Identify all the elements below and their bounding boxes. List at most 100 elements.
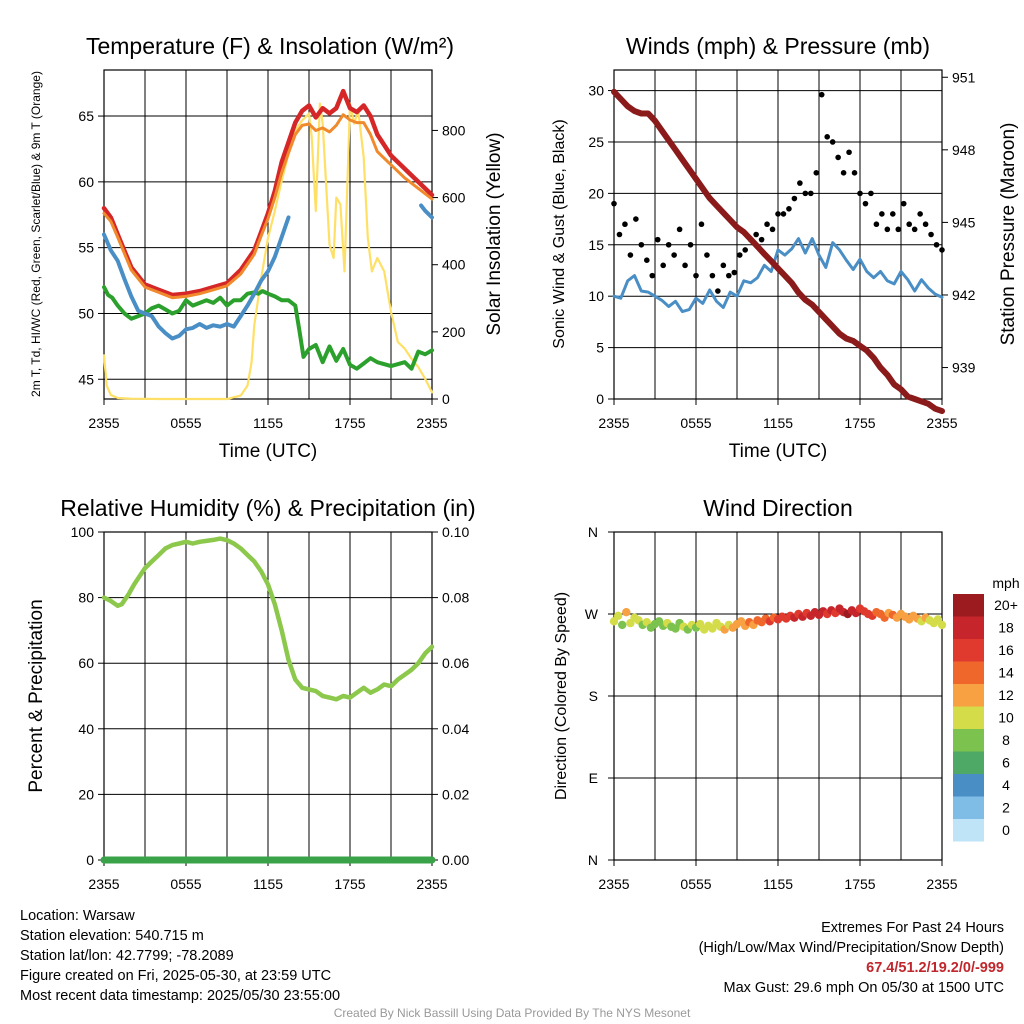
gust-point bbox=[682, 262, 688, 269]
colorbar-swatch bbox=[953, 751, 984, 774]
gust-point bbox=[736, 252, 743, 258]
y-tick-label: S bbox=[589, 688, 598, 704]
windchill-line-late bbox=[419, 203, 434, 220]
y-tick-label: 0 bbox=[596, 391, 604, 407]
gust-point bbox=[917, 211, 923, 217]
colorbar-label: 12 bbox=[998, 687, 1014, 703]
gust-point bbox=[775, 211, 781, 217]
y-axis-label: Percent & Precipitation bbox=[26, 599, 47, 792]
x-tick-label: 0555 bbox=[170, 415, 201, 431]
plot-1-title: Winds (mph) & Pressure (mb) bbox=[626, 33, 930, 59]
latlon-text: Station lat/lon: 42.7799; -78.2089 bbox=[20, 948, 234, 964]
elevation-text: Station elevation: 540.715 m bbox=[20, 928, 204, 944]
y-axis-label: 2m T, Td, HI/WC (Red, Green, Scarlet/Blu… bbox=[29, 71, 43, 397]
colorbar-label: 16 bbox=[998, 642, 1014, 658]
y2-tick-label: 942 bbox=[952, 287, 976, 303]
colorbar-label: 14 bbox=[998, 665, 1014, 681]
humidity-line bbox=[101, 536, 435, 702]
colorbar-label: 0 bbox=[1002, 822, 1010, 838]
y-tick-label: W bbox=[585, 606, 599, 622]
gust-point bbox=[638, 241, 645, 248]
gust-point bbox=[616, 231, 623, 238]
y-tick-label: 45 bbox=[78, 371, 94, 387]
extremes-info: Extremes For Past 24 Hours (High/Low/Max… bbox=[699, 918, 1004, 998]
gust-point bbox=[911, 226, 918, 233]
colorbar-swatch bbox=[953, 639, 984, 662]
gust-point bbox=[753, 231, 759, 238]
gust-point bbox=[780, 211, 787, 217]
y-tick-label: 40 bbox=[78, 721, 94, 737]
y-tick-label: 25 bbox=[588, 134, 604, 150]
direction-point bbox=[937, 620, 947, 630]
windchill-line bbox=[102, 215, 291, 341]
temperature-line bbox=[101, 88, 435, 298]
colorbar-label: 18 bbox=[998, 620, 1014, 636]
y2-tick-label: 0.04 bbox=[442, 721, 469, 737]
gust-point bbox=[726, 272, 732, 279]
x-tick-label: 1755 bbox=[844, 415, 875, 431]
y-axis-label: Direction (Colored By Speed) bbox=[553, 592, 570, 800]
dewpoint-line bbox=[102, 285, 434, 371]
y-tick-label: 100 bbox=[71, 524, 95, 540]
station-info: Location: Warsaw Station elevation: 540.… bbox=[20, 906, 340, 1006]
y-tick-label: E bbox=[589, 770, 598, 786]
colorbar-swatch bbox=[953, 684, 984, 707]
gust-point bbox=[884, 226, 891, 233]
location-text: Location: Warsaw bbox=[20, 908, 135, 924]
gust-point bbox=[802, 190, 809, 197]
gust-point bbox=[846, 149, 852, 156]
gust-point bbox=[769, 226, 776, 233]
gust-point bbox=[665, 241, 672, 248]
gust-point bbox=[933, 241, 940, 248]
y-tick-label: 60 bbox=[78, 655, 94, 671]
gust-point bbox=[879, 211, 885, 217]
gust-point bbox=[922, 221, 929, 228]
y-tick-label: 30 bbox=[588, 83, 604, 99]
plot-2-title: Relative Humidity (%) & Precipitation (i… bbox=[60, 495, 475, 521]
y-tick-label: 0 bbox=[86, 852, 94, 868]
y2-axis-label: Solar Insolation (Yellow) bbox=[484, 132, 505, 335]
colorbar-swatch bbox=[953, 706, 984, 729]
colorbar-label: 4 bbox=[1002, 777, 1010, 793]
gust-point bbox=[873, 221, 880, 228]
gust-point bbox=[720, 262, 727, 269]
gust-point bbox=[808, 190, 814, 197]
gust-point bbox=[928, 231, 934, 238]
y-tick-label: 15 bbox=[588, 237, 604, 253]
x-tick-label: 2355 bbox=[88, 876, 119, 892]
x-axis-label: Time (UTC) bbox=[219, 441, 318, 462]
gust-point bbox=[857, 190, 863, 197]
y-tick-label: 80 bbox=[78, 590, 94, 606]
gust-point bbox=[654, 236, 661, 243]
colorbar-label: 8 bbox=[1002, 732, 1010, 748]
colorbar-label: 20+ bbox=[994, 597, 1018, 613]
extremes-title: Extremes For Past 24 Hours bbox=[821, 920, 1004, 936]
gust-point bbox=[627, 252, 634, 258]
x-tick-label: 2355 bbox=[598, 415, 629, 431]
gust-point bbox=[890, 211, 896, 217]
gust-point bbox=[829, 139, 836, 145]
y-tick-label: 10 bbox=[588, 288, 604, 304]
gust-point bbox=[731, 269, 738, 276]
y2-tick-label: 200 bbox=[442, 324, 466, 340]
colorbar-swatch bbox=[953, 616, 984, 639]
gust-point bbox=[633, 216, 639, 222]
colorbar-label: 6 bbox=[1002, 755, 1010, 771]
x-tick-label: 2355 bbox=[598, 876, 629, 892]
colorbar-label: 2 bbox=[1002, 800, 1010, 816]
gust-point bbox=[813, 170, 820, 176]
x-tick-label: 1755 bbox=[844, 876, 875, 892]
gust-point bbox=[758, 236, 765, 243]
pressure-line bbox=[611, 88, 945, 415]
direction-point bbox=[618, 620, 627, 630]
y-tick-label: 20 bbox=[588, 185, 604, 201]
gust-point bbox=[840, 170, 847, 176]
direction-point bbox=[613, 611, 623, 621]
x-tick-label: 1155 bbox=[763, 876, 793, 892]
y-tick-label: 55 bbox=[78, 240, 94, 256]
gust-point bbox=[709, 272, 716, 279]
gust-point bbox=[704, 252, 710, 258]
y2-tick-label: 0.02 bbox=[442, 786, 469, 802]
credit-text: Created By Nick Bassill Using Data Provi… bbox=[333, 1006, 691, 1020]
colorbar-swatch bbox=[953, 594, 984, 617]
